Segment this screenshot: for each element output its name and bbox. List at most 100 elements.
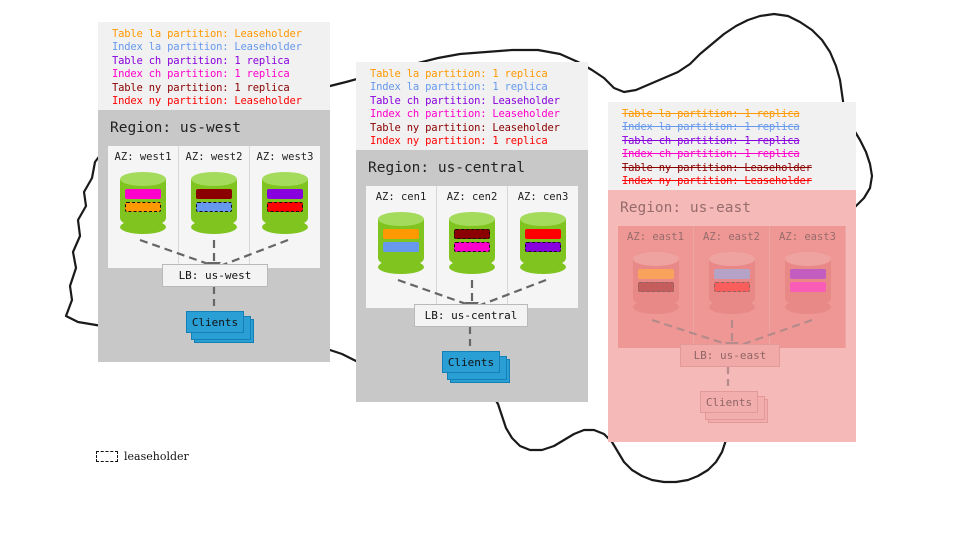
az-label: AZ: east3 [779, 231, 836, 243]
az-cell-east2[interactable]: AZ: east2 [694, 226, 770, 348]
info-line: Table la partition: 1 replica [370, 68, 548, 80]
range-list [637, 269, 674, 292]
az-strip-us-central: AZ: cen1 AZ: cen2 [366, 186, 578, 308]
database-cylinder[interactable] [632, 252, 679, 314]
az-label: AZ: cen2 [446, 191, 498, 203]
range-list [454, 229, 490, 252]
az-label: AZ: cen3 [517, 191, 569, 203]
cylinder-top [632, 252, 679, 266]
range-table-ch[interactable] [525, 242, 561, 252]
region-title-us-east: Region: us-east [620, 200, 751, 216]
az-strip-us-west: AZ: west1 AZ: west2 [108, 146, 320, 268]
info-line: Index ny partition: Leaseholder [622, 175, 812, 188]
info-line: Table ny partition: Leaseholder [622, 161, 812, 174]
info-line: Table ny partition: Leaseholder [370, 121, 560, 134]
info-box-us-central: Table la partition: 1 replica Index la p… [356, 62, 588, 150]
az-cell-west2[interactable]: AZ: west2 [179, 146, 250, 268]
range-index-ny[interactable] [713, 282, 750, 292]
range-table-ny[interactable] [454, 229, 490, 239]
info-line: Table ch partition: Leaseholder [370, 94, 560, 107]
range-table-la[interactable] [383, 229, 419, 239]
cylinder-top [378, 212, 424, 226]
clients-us-west[interactable]: Clients [186, 311, 244, 333]
database-cylinder[interactable] [120, 172, 166, 234]
range-table-la[interactable] [637, 269, 674, 279]
database-cylinder[interactable] [708, 252, 755, 314]
lb-us-east[interactable]: LB: us-east [680, 344, 780, 367]
az-cell-east3[interactable]: AZ: east3 [770, 226, 846, 348]
az-cell-west3[interactable]: AZ: west3 [250, 146, 320, 268]
database-cylinder[interactable] [262, 172, 308, 234]
range-table-ny[interactable] [196, 189, 232, 199]
range-list [196, 189, 232, 212]
range-list [267, 189, 303, 212]
range-index-ch[interactable] [789, 282, 826, 292]
lb-us-central[interactable]: LB: us-central [414, 304, 528, 327]
range-index-la[interactable] [383, 242, 419, 252]
az-label: AZ: west3 [256, 151, 314, 163]
cylinder-top [262, 172, 308, 186]
az-cell-west1[interactable]: AZ: west1 [108, 146, 179, 268]
az-label: AZ: west2 [185, 151, 243, 163]
cylinder-top [191, 172, 237, 186]
range-index-la[interactable] [713, 269, 750, 279]
range-index-ch[interactable] [125, 189, 161, 199]
range-index-ny[interactable] [267, 202, 303, 212]
legend: leaseholder [96, 450, 189, 463]
range-index-la[interactable] [196, 202, 232, 212]
clients-stack-us-west: Clients [186, 311, 254, 343]
range-table-ch[interactable] [267, 189, 303, 199]
info-line: Index ch partition: Leaseholder [370, 108, 560, 121]
info-line: Index la partition: 1 replica [370, 81, 548, 94]
cylinder-top [120, 172, 166, 186]
info-box-us-east: Table la partition: 1 replica Index la p… [608, 102, 856, 190]
info-line: Table ny partition: 1 replica [112, 81, 290, 94]
az-cell-east1[interactable]: AZ: east1 [618, 226, 694, 348]
range-table-la[interactable] [125, 202, 161, 212]
database-cylinder[interactable] [784, 252, 831, 314]
info-line: Index ny partition: 1 replica [370, 135, 548, 148]
info-line: Table ch partition: 1 replica [112, 54, 290, 67]
range-table-ny[interactable] [637, 282, 674, 292]
info-line: Index ch partition: 1 replica [622, 148, 800, 161]
info-line: Table la partition: 1 replica [622, 108, 800, 120]
clients-stack-us-central: Clients [442, 351, 510, 383]
database-cylinder[interactable] [449, 212, 495, 274]
cylinder-top [449, 212, 495, 226]
range-index-ny[interactable] [525, 229, 561, 239]
region-title-us-central: Region: us-central [368, 160, 526, 176]
database-cylinder[interactable] [520, 212, 566, 274]
cylinder-top [784, 252, 831, 266]
az-cell-cen2[interactable]: AZ: cen2 [437, 186, 508, 308]
range-index-ch[interactable] [454, 242, 490, 252]
legend-label: leaseholder [124, 450, 189, 463]
range-list [525, 229, 561, 252]
lb-us-west[interactable]: LB: us-west [162, 264, 268, 287]
info-line: Index ch partition: 1 replica [112, 68, 290, 81]
info-line: Table ch partition: 1 replica [622, 134, 800, 147]
database-cylinder[interactable] [191, 172, 237, 234]
clients-us-central[interactable]: Clients [442, 351, 500, 373]
range-list [383, 229, 419, 252]
az-cell-cen1[interactable]: AZ: cen1 [366, 186, 437, 308]
clients-stack-us-east: Clients [700, 391, 768, 423]
range-list [713, 269, 750, 292]
info-line: Index la partition: Leaseholder [112, 41, 302, 54]
az-label: AZ: cen1 [375, 191, 427, 203]
region-title-us-west: Region: us-west [110, 120, 241, 136]
range-table-ch[interactable] [789, 269, 826, 279]
clients-us-east[interactable]: Clients [700, 391, 758, 413]
info-box-us-west: Table la partition: Leaseholder Index la… [98, 22, 330, 110]
az-label: AZ: east2 [703, 231, 760, 243]
info-line: Table la partition: Leaseholder [112, 28, 302, 40]
az-cell-cen3[interactable]: AZ: cen3 [508, 186, 578, 308]
database-cylinder[interactable] [378, 212, 424, 274]
range-list [789, 269, 826, 292]
az-strip-us-east: AZ: east1 AZ: east2 [618, 226, 846, 348]
info-line: Index la partition: 1 replica [622, 121, 800, 134]
range-list [125, 189, 161, 212]
az-label: AZ: east1 [627, 231, 684, 243]
cylinder-top [520, 212, 566, 226]
info-line: Index ny partition: Leaseholder [112, 95, 302, 108]
